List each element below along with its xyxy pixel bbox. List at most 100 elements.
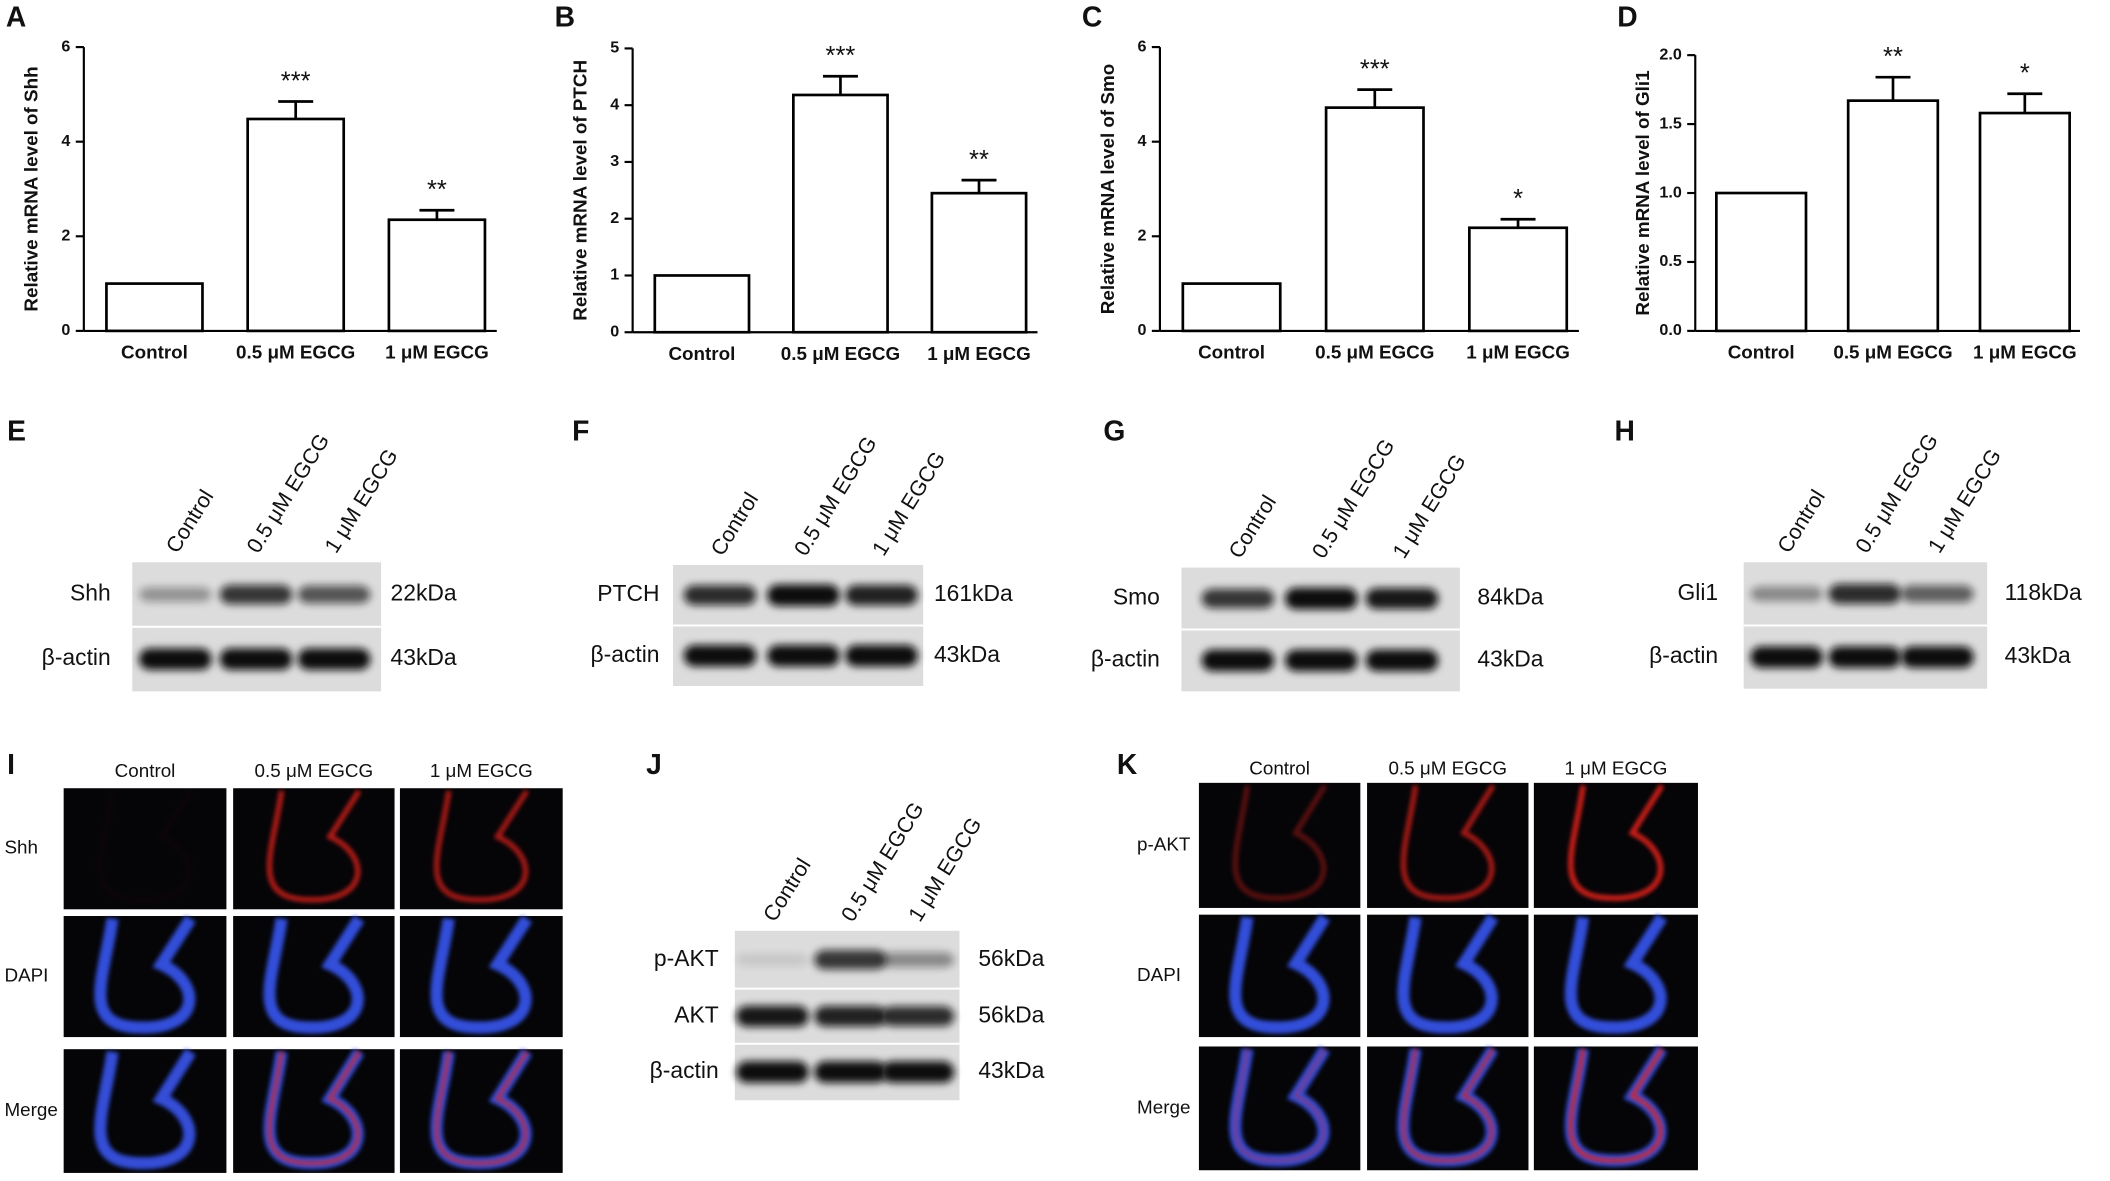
protein-label: β-actin [1091, 645, 1160, 671]
size-label: 43kDa [1477, 645, 1543, 671]
bar [246, 117, 346, 333]
size-label: 43kDa [2005, 642, 2071, 668]
panel-label: F [572, 415, 589, 447]
column-label: 1 μM EGCG [430, 760, 533, 781]
lane-label: Control [759, 854, 816, 926]
column-label: 1 μM EGCG [1564, 757, 1667, 778]
micrograph [1198, 782, 1361, 908]
x-tick-label: Control [1728, 342, 1795, 363]
x-tick-label: Control [121, 342, 188, 363]
bar [105, 282, 204, 333]
protein-label: Smo [1113, 584, 1160, 610]
x-tick-label: 0.5 μM EGCG [781, 343, 900, 364]
y-tick-label: 0 [61, 321, 70, 339]
protein-label: β-actin [590, 641, 659, 667]
bar [1468, 226, 1569, 333]
bar [930, 191, 1028, 334]
error-bar [1500, 217, 1536, 228]
micrograph [1367, 782, 1529, 908]
y-tick-label: 1.5 [1659, 114, 1681, 132]
micrograph [63, 788, 227, 910]
bar [387, 218, 487, 333]
protein-label: p-AKT [654, 945, 719, 971]
lane-label: 1 μM EGCG [320, 445, 403, 557]
y-tick-label: 2 [610, 209, 619, 227]
micrograph [1367, 914, 1529, 1038]
lane-label: 1 μM EGCG [868, 447, 951, 559]
blot-band [814, 1061, 887, 1083]
blot-band [219, 584, 293, 605]
protein-label: AKT [674, 1001, 718, 1027]
x-tick-label: 1 μM EGCG [927, 343, 1031, 364]
row-label: DAPI [1137, 964, 1181, 985]
error-bar [822, 74, 858, 95]
bar [1181, 282, 1282, 333]
significance: ** [1883, 43, 1903, 71]
blot-band [845, 644, 918, 667]
micrograph [1198, 1046, 1361, 1171]
red-signal [1568, 784, 1665, 901]
x-tick-label: 1 μM EGCG [385, 342, 489, 363]
blot-band [881, 1061, 955, 1083]
row-label: p-AKT [1137, 833, 1191, 854]
lane-label: Control [1773, 486, 1830, 558]
panel-label: H [1615, 415, 1635, 447]
micrograph [63, 1049, 227, 1173]
row-label: Merge [4, 1099, 57, 1120]
red-signal [1232, 784, 1328, 901]
y-tick-label: 4 [1137, 132, 1146, 150]
panel-label: B [555, 0, 575, 32]
error-bar [278, 100, 314, 119]
x-tick-label: 1 μM EGCG [1973, 342, 2077, 363]
micrograph [63, 916, 227, 1038]
bar [792, 93, 889, 334]
y-tick-label: 2.0 [1659, 45, 1681, 63]
blot-band [767, 584, 840, 606]
micrograph [1198, 914, 1361, 1038]
y-tick-label: 2 [61, 227, 70, 245]
panel-label: K [1117, 748, 1138, 780]
error-bar [1875, 75, 1911, 101]
panel-label: E [7, 415, 26, 447]
panel-label: G [1103, 415, 1125, 447]
blot-band [297, 648, 371, 670]
bar [1715, 191, 1808, 333]
error-bar [2007, 92, 2043, 114]
blot-band [1285, 587, 1358, 610]
size-label: 161kDa [934, 580, 1013, 606]
blot-band [1750, 586, 1824, 602]
significance: * [1513, 185, 1523, 213]
panel-label: J [646, 748, 662, 780]
blot-band [881, 1006, 955, 1027]
blot-band [1285, 649, 1358, 672]
y-tick-label: 0.0 [1659, 321, 1681, 339]
blot-band [1365, 588, 1439, 610]
micrograph [399, 916, 563, 1038]
protein-label: β-actin [650, 1057, 719, 1083]
blot-band [1828, 583, 1902, 604]
dapi-signal [94, 1048, 196, 1170]
y-tick-label: 5 [610, 39, 619, 57]
lane-label: 1 μM EGCG [1923, 445, 2006, 557]
column-label: Control [115, 760, 176, 781]
lane-label: Control [706, 488, 763, 560]
dapi-signal [94, 915, 196, 1034]
lane-label: 0.5 μM EGCG [789, 432, 881, 560]
y-tick-label: 0 [1137, 321, 1146, 339]
column-label: 0.5 μM EGCG [1388, 757, 1507, 778]
bar [653, 274, 751, 334]
micrograph [399, 788, 563, 910]
micrograph [1533, 914, 1698, 1038]
y-tick-label: 1 [610, 266, 619, 284]
blot-band [1750, 646, 1824, 668]
y-tick-label: 4 [61, 132, 70, 150]
red-signal [434, 1050, 529, 1166]
row-label: DAPI [4, 965, 48, 986]
blot-band [736, 1005, 809, 1027]
micrograph [1533, 1046, 1698, 1171]
significance: ** [427, 176, 447, 204]
y-axis-label: Relative mRNA level of Shh [21, 66, 42, 311]
y-tick-label: 6 [61, 37, 70, 55]
panel-label: I [7, 748, 15, 780]
